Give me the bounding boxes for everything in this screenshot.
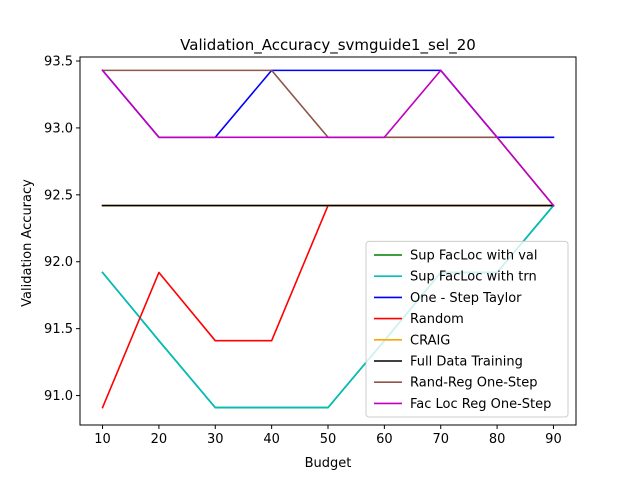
legend-label-2: Sup FacLoc with trn xyxy=(410,270,537,285)
y-tick-label: 93.0 xyxy=(44,121,73,136)
legend: Sup FacLoc with val Sup FacLoc with trn On… xyxy=(365,240,569,418)
x-tick-label: 80 xyxy=(489,432,506,447)
legend-label-4: Random xyxy=(410,312,464,327)
series-line-3 xyxy=(101,69,555,139)
legend-label-7: Rand-Reg One-Step xyxy=(410,376,538,391)
legend-label-3: One - Step Taylor xyxy=(410,291,522,306)
y-tick-label: 91.0 xyxy=(44,389,73,404)
y-axis-label: Validation Accuracy xyxy=(20,179,35,307)
chart-title: Validation_Accuracy_svmguide1_sel_20 xyxy=(180,36,476,55)
legend-box xyxy=(365,240,569,418)
plot-area: 10 20 30 40 50 60 70 80 90 91.0 91.5 92.0 92.5 93.0 93… xyxy=(44,55,577,447)
x-tick-label: 60 xyxy=(376,432,393,447)
x-tick-label: 40 xyxy=(263,432,280,447)
x-tick-label: 30 xyxy=(207,432,224,447)
y-tick-label: 92.5 xyxy=(44,188,73,203)
series-line-8 xyxy=(101,69,555,207)
x-tick-label: 90 xyxy=(545,432,562,447)
x-axis-label: Budget xyxy=(305,456,352,471)
x-tick-label: 10 xyxy=(94,432,111,447)
legend-label-1: Sup FacLoc with val xyxy=(410,249,538,264)
legend-label-5: CRAIG xyxy=(410,333,450,348)
legend-label-6: Full Data Training xyxy=(410,355,523,370)
y-tick-label: 91.5 xyxy=(44,322,73,337)
y-tick-label: 93.5 xyxy=(44,55,73,70)
legend-label-8: Fac Loc Reg One-Step xyxy=(410,397,551,412)
x-tick-label: 70 xyxy=(432,432,449,447)
y-tick-label: 92.0 xyxy=(44,255,73,270)
x-tick-label: 50 xyxy=(320,432,337,447)
x-tick-label: 20 xyxy=(151,432,168,447)
